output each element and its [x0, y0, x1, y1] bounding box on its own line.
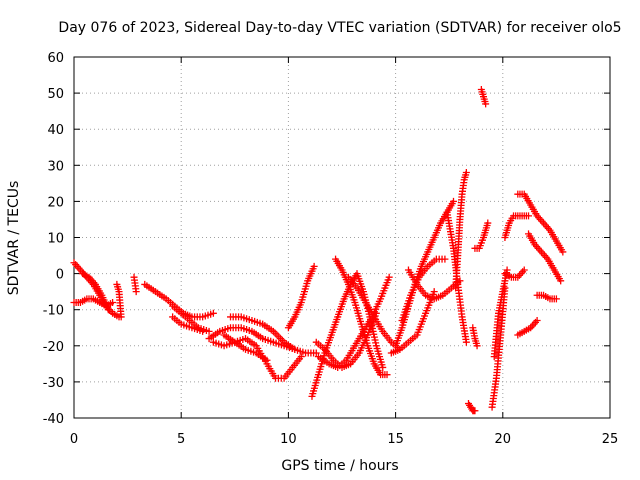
- tick-layer: 0 5 10 15 20 25 -40 -30 -20 -10 0 10 20 30 40 50 60: [43, 51, 619, 447]
- y-tick-label: 10: [47, 232, 64, 247]
- data-point-marker: [559, 248, 567, 256]
- data-point-marker: [552, 295, 560, 303]
- series-arc-10: [209, 335, 305, 382]
- data-point-marker: [557, 277, 565, 285]
- marker-layer: [70, 85, 567, 415]
- data-point-marker: [310, 262, 318, 270]
- chart-title: Day 076 of 2023, Sidereal Day-to-day VTE…: [58, 20, 621, 36]
- series-arc-28: [477, 85, 490, 108]
- series-arc-08: [169, 313, 207, 335]
- data-point-marker: [383, 371, 391, 379]
- x-tick-label: 5: [177, 432, 185, 447]
- series-arc-31: [501, 266, 528, 281]
- y-tick-label: 0: [56, 268, 64, 283]
- series-arc-12: [220, 331, 271, 364]
- data-point-marker: [199, 327, 207, 335]
- x-axis-label: GPS time / hours: [281, 458, 398, 474]
- series-arc-18: [344, 273, 404, 353]
- data-point-marker: [462, 169, 470, 177]
- y-tick-label: -40: [43, 412, 64, 427]
- series-arc-33: [514, 190, 567, 256]
- series-arc-07: [169, 302, 213, 335]
- series-arc-11: [227, 313, 320, 357]
- series-arc-36: [533, 291, 560, 303]
- data-point-marker: [132, 288, 140, 296]
- data-point-marker: [385, 273, 393, 281]
- data-point-marker: [263, 356, 271, 364]
- y-tick-label: 30: [47, 159, 64, 174]
- series-arc-24: [443, 208, 470, 346]
- data-point-marker: [117, 313, 125, 321]
- data-point-marker: [430, 288, 438, 296]
- data-point-marker: [462, 338, 470, 346]
- x-tick-label: 10: [280, 432, 297, 447]
- x-tick-label: 15: [387, 432, 404, 447]
- y-tick-label: -30: [43, 376, 64, 391]
- data-point-marker: [533, 317, 541, 325]
- x-tick-label: 20: [495, 432, 512, 447]
- series-arc-34: [525, 230, 565, 285]
- data-point-marker: [482, 100, 490, 108]
- data-point-marker: [379, 363, 387, 371]
- y-tick-label: 40: [47, 123, 64, 138]
- series-arc-35: [514, 317, 541, 339]
- y-tick-label: 50: [47, 87, 64, 102]
- series-arc-32: [501, 212, 533, 241]
- data-point-marker: [104, 306, 112, 314]
- y-tick-label: 20: [47, 195, 64, 210]
- y-tick-label: 60: [47, 51, 64, 66]
- series-arc-17: [332, 255, 391, 379]
- data-point-marker: [484, 219, 492, 227]
- data-point-marker: [297, 353, 305, 361]
- data-point-marker: [525, 212, 533, 220]
- data-point-marker: [205, 327, 213, 335]
- x-tick-label: 0: [70, 432, 78, 447]
- y-axis-label: SDTVAR / TECUs: [6, 181, 22, 296]
- data-point-marker: [520, 266, 528, 274]
- series-arc-30: [490, 266, 511, 361]
- series-arc-13: [284, 262, 318, 332]
- series-arc-25: [464, 400, 479, 415]
- y-tick-label: -20: [43, 340, 64, 355]
- y-tick-label: -10: [43, 304, 64, 319]
- series-arc-09: [205, 324, 299, 353]
- x-tick-label: 25: [602, 432, 619, 447]
- series-arc-21: [387, 288, 438, 357]
- data-point-marker: [473, 342, 481, 350]
- data-point-marker: [449, 197, 457, 205]
- series-arc-26: [469, 324, 481, 350]
- data-point-marker: [209, 309, 217, 317]
- data-point-marker: [471, 407, 479, 415]
- data-point-marker: [109, 298, 117, 306]
- series-arc-03: [79, 270, 112, 314]
- data-point-marker: [312, 349, 320, 357]
- data-point-marker: [441, 255, 449, 263]
- series-arc-04: [113, 280, 125, 321]
- series-arc-27: [471, 219, 492, 252]
- series-arc-05: [130, 273, 140, 296]
